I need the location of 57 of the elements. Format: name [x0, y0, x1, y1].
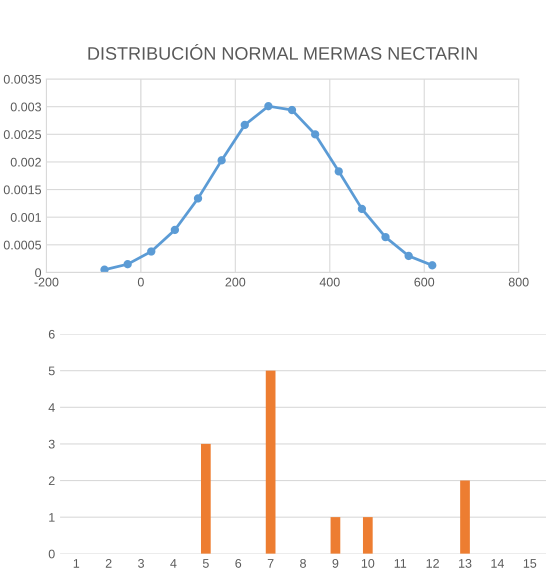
x-tick-label: 200	[226, 278, 246, 287]
x-tick-label: 3	[138, 558, 144, 568]
y-tick-label: 0	[35, 268, 42, 278]
y-tick-label: 1	[49, 513, 55, 522]
x-tick-label: 4	[170, 559, 177, 568]
x-tick-label: 1	[74, 559, 80, 568]
bar	[330, 517, 340, 554]
y-tick-label: 2	[48, 476, 55, 486]
x-tick-label: 5	[202, 559, 209, 568]
x-tick-label: 14	[491, 559, 504, 568]
x-tick-label: 6	[235, 558, 242, 568]
x-tick-label: 10	[362, 558, 374, 568]
x-tick-label: 800	[508, 278, 529, 287]
point	[170, 226, 180, 234]
point	[147, 247, 156, 256]
point	[217, 156, 226, 164]
y-tick-label: 0.0005	[4, 240, 42, 250]
y-tick-label: 0.001	[10, 213, 41, 222]
x-tick-label: 0	[138, 278, 144, 287]
point	[264, 102, 273, 110]
point	[310, 130, 320, 139]
y-tick-label: 0.0015	[4, 185, 42, 194]
x-tick-label: 11	[394, 559, 406, 568]
point	[404, 252, 413, 260]
point	[334, 167, 343, 176]
x-tick-label: 9	[332, 558, 338, 568]
point	[358, 204, 366, 214]
x-tick-label: 7	[268, 559, 274, 568]
bar	[200, 444, 211, 554]
x-tick-label: -200	[34, 278, 58, 287]
point	[288, 106, 296, 114]
y-tick-label: 0.0025	[4, 130, 42, 140]
chart-title: DISTRIBUCIÓN NORMAL MERMAS NECTARIN	[88, 44, 477, 60]
x-tick-label: 600	[414, 278, 434, 287]
x-tick-label: 12	[426, 558, 439, 568]
x-tick-label: 15	[524, 559, 536, 568]
point	[194, 194, 202, 203]
point	[428, 261, 436, 270]
y-tick-label: 0.002	[10, 158, 41, 167]
point	[240, 120, 249, 130]
x-tick-label: 13	[459, 558, 472, 568]
point	[381, 232, 390, 242]
y-tick-label: 6	[48, 330, 55, 339]
x-tick-label: 8	[300, 558, 306, 568]
y-tick-label: 5	[48, 366, 55, 376]
y-tick-label: 0.0035	[4, 74, 42, 84]
y-tick-label: 0.003	[10, 102, 42, 112]
bar	[460, 480, 470, 554]
bar	[362, 517, 373, 554]
y-tick-label: 0	[48, 550, 55, 558]
point	[100, 266, 109, 272]
y-tick-label: 4	[48, 403, 55, 412]
point	[123, 260, 132, 268]
bar	[266, 370, 276, 554]
x-tick-label: 400	[320, 278, 340, 287]
y-tick-label: 3	[48, 440, 55, 449]
x-tick-label: 2	[106, 558, 112, 568]
